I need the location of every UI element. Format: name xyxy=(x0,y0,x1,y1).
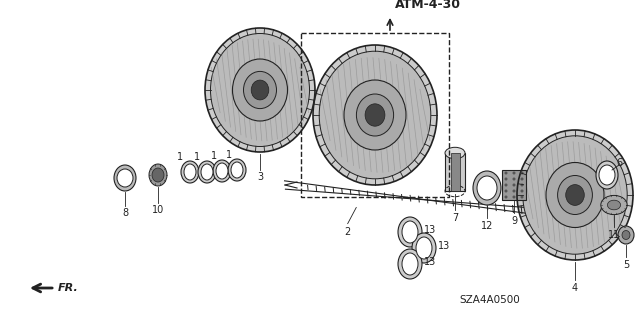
Text: 4: 4 xyxy=(572,283,578,293)
Ellipse shape xyxy=(445,147,465,159)
Ellipse shape xyxy=(205,28,315,152)
Bar xyxy=(445,153,465,191)
Ellipse shape xyxy=(398,249,422,279)
Circle shape xyxy=(520,172,524,174)
Ellipse shape xyxy=(416,237,432,259)
Text: 9: 9 xyxy=(511,216,517,226)
Text: 12: 12 xyxy=(481,221,493,231)
Ellipse shape xyxy=(117,169,133,187)
Ellipse shape xyxy=(412,233,436,263)
Ellipse shape xyxy=(523,136,627,254)
Ellipse shape xyxy=(319,51,431,179)
Ellipse shape xyxy=(184,164,196,180)
Circle shape xyxy=(520,189,524,192)
Ellipse shape xyxy=(201,164,213,180)
Ellipse shape xyxy=(618,226,634,244)
Text: 7: 7 xyxy=(452,213,458,223)
Ellipse shape xyxy=(557,175,593,214)
Text: 13: 13 xyxy=(424,257,436,267)
Ellipse shape xyxy=(356,94,394,136)
Text: SZA4A0500: SZA4A0500 xyxy=(460,295,520,305)
Ellipse shape xyxy=(517,130,633,260)
Circle shape xyxy=(504,172,508,174)
Circle shape xyxy=(520,177,524,181)
Ellipse shape xyxy=(251,80,269,100)
Ellipse shape xyxy=(228,159,246,181)
Text: 1: 1 xyxy=(194,152,200,162)
Circle shape xyxy=(513,189,515,192)
Circle shape xyxy=(513,183,515,187)
Text: 10: 10 xyxy=(152,205,164,215)
Circle shape xyxy=(513,177,515,181)
Text: 3: 3 xyxy=(257,172,263,182)
Ellipse shape xyxy=(596,161,618,189)
Ellipse shape xyxy=(313,45,437,185)
Text: 1: 1 xyxy=(211,151,217,161)
Text: 13: 13 xyxy=(438,241,450,251)
Bar xyxy=(502,170,526,200)
Ellipse shape xyxy=(114,165,136,191)
Circle shape xyxy=(513,196,515,198)
Text: 2: 2 xyxy=(344,226,351,237)
Ellipse shape xyxy=(402,221,418,243)
Ellipse shape xyxy=(402,253,418,275)
Ellipse shape xyxy=(216,163,228,179)
Ellipse shape xyxy=(152,168,164,182)
Text: 11: 11 xyxy=(608,230,620,240)
Ellipse shape xyxy=(622,231,630,240)
Ellipse shape xyxy=(344,80,406,150)
Ellipse shape xyxy=(599,165,615,185)
Ellipse shape xyxy=(149,164,167,186)
Circle shape xyxy=(520,183,524,187)
Ellipse shape xyxy=(181,161,199,183)
Ellipse shape xyxy=(566,185,584,205)
Ellipse shape xyxy=(365,104,385,126)
Text: 8: 8 xyxy=(122,208,128,218)
Ellipse shape xyxy=(398,217,422,247)
Text: 6: 6 xyxy=(616,158,622,168)
Ellipse shape xyxy=(231,162,243,178)
Text: 5: 5 xyxy=(623,260,629,270)
Ellipse shape xyxy=(546,162,604,227)
Circle shape xyxy=(504,189,508,192)
Circle shape xyxy=(504,183,508,187)
Text: 13: 13 xyxy=(424,225,436,235)
Ellipse shape xyxy=(243,71,276,108)
Ellipse shape xyxy=(601,196,627,215)
Text: 1: 1 xyxy=(177,152,183,162)
Ellipse shape xyxy=(473,171,501,205)
Text: FR.: FR. xyxy=(58,283,79,293)
Circle shape xyxy=(520,196,524,198)
Circle shape xyxy=(504,177,508,181)
Text: ATM-4-30: ATM-4-30 xyxy=(395,0,461,11)
Ellipse shape xyxy=(198,161,216,183)
Ellipse shape xyxy=(477,176,497,200)
Text: 1: 1 xyxy=(226,150,232,160)
Ellipse shape xyxy=(213,160,231,182)
Circle shape xyxy=(513,172,515,174)
Ellipse shape xyxy=(211,33,310,146)
Ellipse shape xyxy=(607,200,621,210)
Bar xyxy=(451,153,460,191)
Circle shape xyxy=(504,196,508,198)
Ellipse shape xyxy=(232,59,287,121)
Bar xyxy=(301,33,449,197)
